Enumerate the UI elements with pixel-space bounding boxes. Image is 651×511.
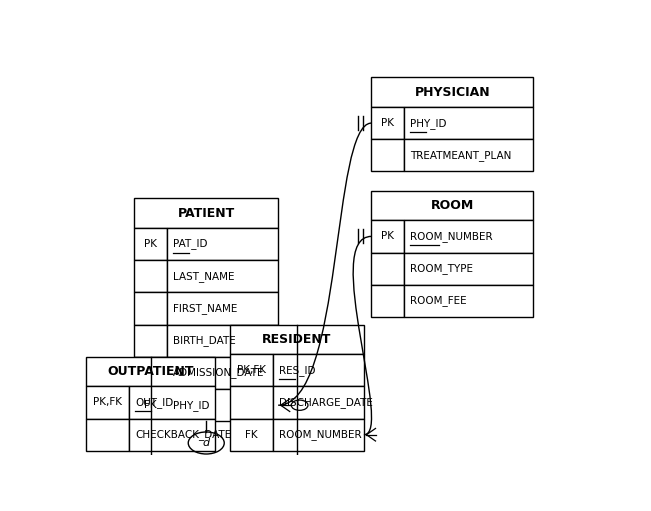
Text: LAST_NAME: LAST_NAME bbox=[173, 271, 235, 282]
FancyBboxPatch shape bbox=[230, 419, 273, 451]
FancyBboxPatch shape bbox=[167, 324, 278, 357]
FancyBboxPatch shape bbox=[134, 292, 167, 324]
Text: RESIDENT: RESIDENT bbox=[262, 333, 332, 346]
Text: PK: PK bbox=[381, 231, 395, 241]
FancyBboxPatch shape bbox=[167, 228, 278, 260]
FancyBboxPatch shape bbox=[130, 386, 215, 419]
FancyBboxPatch shape bbox=[167, 389, 278, 422]
Text: d: d bbox=[202, 438, 210, 448]
FancyBboxPatch shape bbox=[87, 419, 130, 451]
FancyBboxPatch shape bbox=[134, 389, 167, 422]
Text: PK,FK: PK,FK bbox=[93, 398, 122, 407]
FancyBboxPatch shape bbox=[134, 357, 167, 389]
FancyBboxPatch shape bbox=[273, 386, 364, 419]
Text: PK: PK bbox=[381, 118, 395, 128]
Text: BIRTH_DATE: BIRTH_DATE bbox=[173, 335, 236, 346]
FancyBboxPatch shape bbox=[404, 220, 533, 252]
FancyBboxPatch shape bbox=[134, 198, 278, 228]
FancyBboxPatch shape bbox=[167, 357, 278, 389]
Text: ROOM_NUMBER: ROOM_NUMBER bbox=[279, 429, 362, 440]
Text: FK: FK bbox=[245, 430, 258, 440]
Text: ROOM_FEE: ROOM_FEE bbox=[410, 295, 467, 307]
FancyBboxPatch shape bbox=[134, 324, 167, 357]
FancyBboxPatch shape bbox=[372, 220, 404, 252]
Text: ROOM_TYPE: ROOM_TYPE bbox=[410, 263, 473, 274]
FancyBboxPatch shape bbox=[167, 292, 278, 324]
FancyBboxPatch shape bbox=[372, 285, 404, 317]
FancyBboxPatch shape bbox=[372, 78, 533, 107]
FancyBboxPatch shape bbox=[87, 357, 215, 386]
FancyBboxPatch shape bbox=[87, 386, 130, 419]
FancyBboxPatch shape bbox=[404, 107, 533, 139]
Text: ADMISSION_DATE: ADMISSION_DATE bbox=[173, 367, 265, 379]
FancyBboxPatch shape bbox=[404, 139, 533, 172]
FancyBboxPatch shape bbox=[134, 260, 167, 292]
Text: DISCHARGE_DATE: DISCHARGE_DATE bbox=[279, 397, 373, 408]
Text: OUT_ID: OUT_ID bbox=[135, 397, 174, 408]
Text: PHY_ID: PHY_ID bbox=[410, 118, 447, 129]
FancyBboxPatch shape bbox=[167, 260, 278, 292]
FancyBboxPatch shape bbox=[273, 354, 364, 386]
Text: ROOM_NUMBER: ROOM_NUMBER bbox=[410, 231, 493, 242]
Text: CHECKBACK_DATE: CHECKBACK_DATE bbox=[135, 429, 232, 440]
Text: PATIENT: PATIENT bbox=[178, 206, 235, 220]
FancyBboxPatch shape bbox=[372, 191, 533, 220]
Text: FK: FK bbox=[145, 400, 157, 410]
FancyBboxPatch shape bbox=[230, 354, 273, 386]
FancyBboxPatch shape bbox=[372, 139, 404, 172]
FancyBboxPatch shape bbox=[230, 386, 273, 419]
Text: RES_ID: RES_ID bbox=[279, 365, 316, 376]
FancyBboxPatch shape bbox=[130, 419, 215, 451]
Text: PHY_ID: PHY_ID bbox=[173, 400, 210, 411]
FancyBboxPatch shape bbox=[404, 285, 533, 317]
FancyBboxPatch shape bbox=[273, 419, 364, 451]
Text: PHYSICIAN: PHYSICIAN bbox=[415, 86, 490, 99]
FancyBboxPatch shape bbox=[372, 252, 404, 285]
FancyBboxPatch shape bbox=[134, 228, 167, 260]
Text: OUTPATIENT: OUTPATIENT bbox=[107, 365, 194, 378]
Text: PAT_ID: PAT_ID bbox=[173, 239, 208, 249]
Text: ROOM: ROOM bbox=[430, 199, 474, 212]
FancyBboxPatch shape bbox=[230, 324, 364, 354]
Text: FIRST_NAME: FIRST_NAME bbox=[173, 303, 238, 314]
FancyBboxPatch shape bbox=[372, 107, 404, 139]
Text: PK,FK: PK,FK bbox=[237, 365, 266, 375]
Text: TREATMEANT_PLAN: TREATMEANT_PLAN bbox=[410, 150, 512, 161]
Text: PK: PK bbox=[145, 239, 158, 249]
FancyBboxPatch shape bbox=[404, 252, 533, 285]
